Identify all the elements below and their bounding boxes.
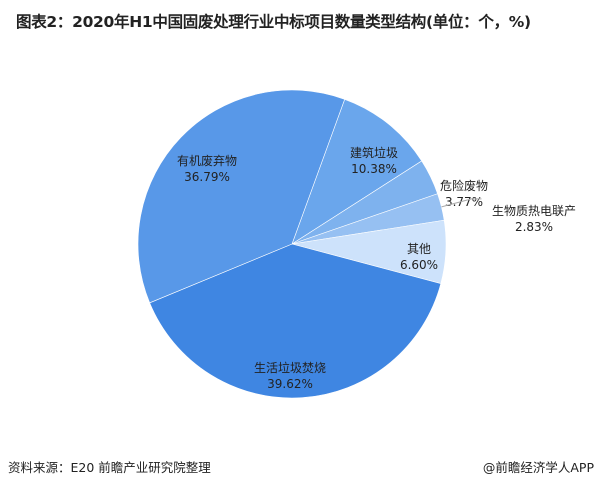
slice-value-label: 2.83% <box>515 220 553 234</box>
slice-name-label: 生物质热电联产 <box>492 204 576 218</box>
credit-note: @前瞻经济学人APP <box>482 460 594 475</box>
slice-name-label: 危险废物 <box>440 178 488 193</box>
slice-value-label: 3.77% <box>445 195 483 209</box>
slice-name-label: 其他 <box>407 242 431 256</box>
slice-value-label: 6.60% <box>400 258 438 272</box>
chart-title: 图表2：2020年H1中国固废处理行业中标项目数量类型结构(单位：个，%) <box>16 13 531 31</box>
slice-name-label: 有机废弃物 <box>177 153 237 168</box>
slice-value-label: 39.62% <box>267 377 313 391</box>
pie-slice-0 <box>291 98 423 245</box>
slice-name-label: 生活垃圾焚烧 <box>254 360 326 375</box>
slice-value-label: 10.38% <box>351 162 397 176</box>
slice-value-label: 36.79% <box>184 170 230 184</box>
leader-line <box>441 198 482 208</box>
source-note: 资料来源：E20 前瞻产业研究院整理 <box>8 460 211 475</box>
pie-slice-4 <box>149 243 442 399</box>
pie-slice-5 <box>137 89 346 304</box>
slice-name-label: 建筑垃圾 <box>350 145 398 160</box>
